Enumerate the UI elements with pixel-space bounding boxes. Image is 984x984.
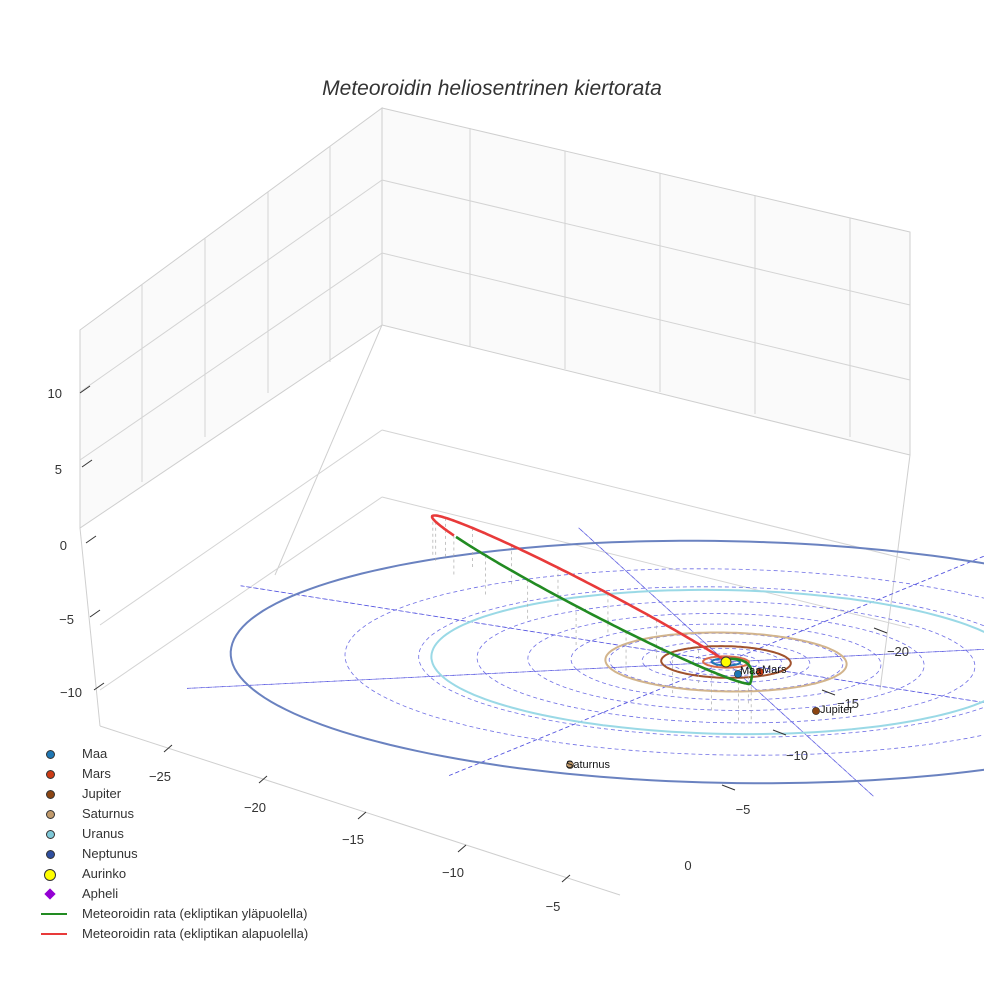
z-tick-label: −10 (60, 685, 82, 700)
y-tick-label: −20 (887, 644, 909, 659)
planet-marker-mars (756, 668, 764, 676)
planet-orbits (229, 539, 984, 785)
orbit-mars (702, 655, 750, 669)
chart-title: Meteoroidin heliosentrinen kiertorata (322, 77, 662, 100)
diamond-icon (44, 888, 56, 900)
legend-label: Meteoroidin rata (ekliptikan alapuolella… (82, 926, 309, 941)
legend-marker (46, 850, 55, 859)
legend-line (41, 913, 67, 915)
z-tick-label: 10 (48, 386, 62, 401)
legend-item-neptunus[interactable]: Neptunus (38, 844, 308, 864)
reference-spoke (448, 555, 984, 776)
x-tick-label: −5 (546, 899, 561, 914)
planet-label-mars: Mars (762, 664, 787, 676)
z-tick-label: 5 (55, 462, 62, 477)
x-axis (163, 744, 571, 883)
reference-spoke (240, 585, 984, 703)
legend-label: Meteoroidin rata (ekliptikan yläpuolella… (82, 906, 308, 921)
legend-item-aurinko[interactable]: Aurinko (38, 864, 308, 884)
legend-item-uranus[interactable]: Uranus (38, 824, 308, 844)
legend-item-mars[interactable]: Mars (38, 764, 308, 784)
y-tick-label: −10 (786, 748, 808, 763)
legend-item-orbit-above[interactable]: Meteoroidin rata (ekliptikan yläpuolella… (38, 904, 308, 924)
planet-marker-maa (734, 670, 742, 678)
x-tick-label: −20 (244, 800, 266, 815)
sun-marker (720, 656, 732, 668)
reference-ring (641, 641, 811, 683)
sun-icon (44, 869, 56, 881)
legend: Maa Mars Jupiter Saturnus Uranus Neptunu… (38, 744, 308, 944)
x-tick-label: −15 (342, 832, 364, 847)
legend-label: Aurinko (82, 866, 127, 881)
y-axis (721, 627, 888, 791)
reference-spoke (240, 585, 984, 703)
legend-marker (46, 790, 55, 799)
planet-marker-saturnus (566, 761, 574, 769)
legend-line (41, 933, 67, 935)
orbit-below-ecliptic (430, 514, 731, 661)
x-tick-label: 0 (684, 858, 691, 873)
orbit-jupiter (660, 645, 792, 679)
ecliptic-reference-rings (344, 568, 984, 756)
orbit-uranus (430, 588, 984, 736)
x-tick-label: −10 (442, 865, 464, 880)
planet-marker-jupiter (812, 707, 820, 715)
legend-marker (46, 750, 55, 759)
planet-label-maa: Maa (740, 665, 762, 677)
legend-label: Uranus (82, 826, 124, 841)
planet-label-jupiter: Jupiter (820, 704, 853, 716)
orbit-neptunus (229, 539, 984, 785)
legend-label: Maa (82, 746, 108, 761)
legend-label: Jupiter (82, 786, 122, 801)
planet-markers (566, 656, 820, 769)
axis-box (79, 107, 911, 896)
reference-ring (418, 586, 984, 738)
z-tick-label: −5 (59, 612, 74, 627)
legend-item-apheli[interactable]: Apheli (38, 884, 308, 904)
legend-item-jupiter[interactable]: Jupiter (38, 784, 308, 804)
back-grid (79, 128, 911, 691)
legend-item-maa[interactable]: Maa (38, 744, 308, 764)
meteoroid-orbit (430, 514, 754, 686)
reference-spoke (448, 555, 984, 776)
legend-label: Mars (82, 766, 111, 781)
orbit-above-ecliptic (455, 535, 754, 686)
reference-spoke (186, 648, 984, 689)
y-tick-label: −15 (837, 696, 859, 711)
y-tick-label: −5 (736, 802, 751, 817)
x-tick-label: −25 (149, 769, 171, 784)
reference-spoke (186, 648, 984, 689)
legend-marker (46, 810, 55, 819)
legend-item-orbit-below[interactable]: Meteoroidin rata (ekliptikan alapuolella… (38, 924, 308, 944)
legend-marker (46, 830, 55, 839)
legend-label: Neptunus (82, 846, 138, 861)
legend-marker (46, 770, 55, 779)
legend-item-saturnus[interactable]: Saturnus (38, 804, 308, 824)
z-axis (79, 385, 105, 691)
legend-label: Saturnus (82, 806, 135, 821)
z-tick-label: 0 (60, 538, 67, 553)
planet-label-saturnus: Saturnus (566, 759, 611, 771)
reference-ring (344, 568, 984, 756)
legend-label: Apheli (82, 886, 119, 901)
